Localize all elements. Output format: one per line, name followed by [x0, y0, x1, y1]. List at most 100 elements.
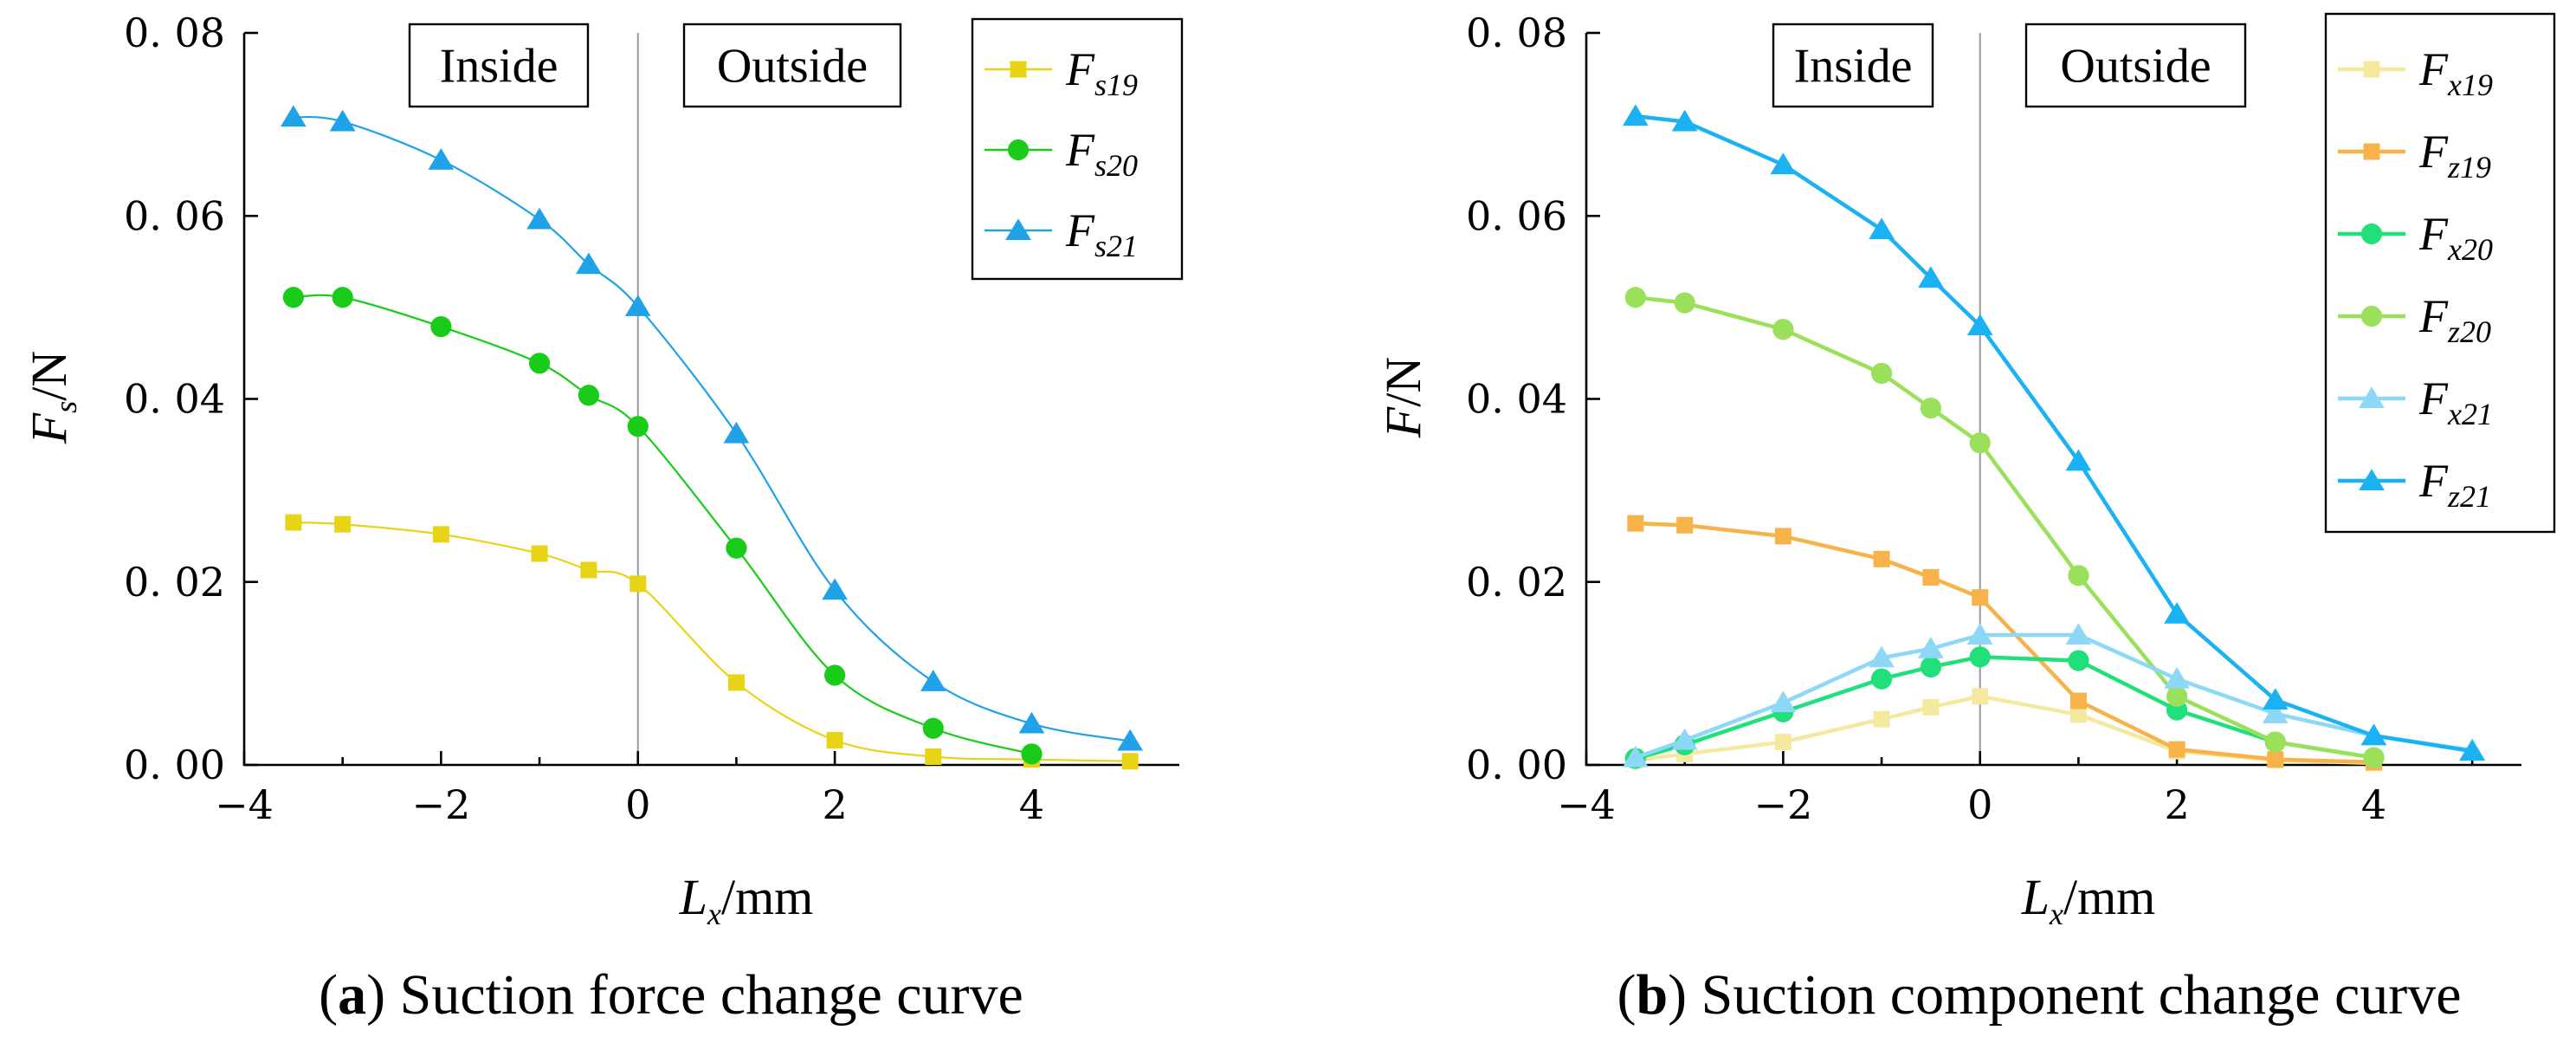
chart-a-point-s20	[922, 717, 944, 739]
chart-a-point-s21	[723, 421, 750, 444]
chart-a-point-s20	[578, 385, 599, 406]
chart-a-point-s21	[576, 252, 602, 275]
chart-b-point-x20	[1920, 656, 1941, 678]
chart-b-inside-box	[1772, 23, 1934, 108]
chart-b-point-x21	[1869, 645, 1895, 668]
chart-b: 0. 00 0. 02 0. 04 0. 06 0. 08 −4 −2 0 2 4 Inside Ou…	[1375, 10, 2556, 1027]
chart-b-point-x19	[1972, 688, 1989, 705]
chart-a-inside-box	[408, 23, 590, 108]
chart-b-y-tick-label: 0. 04	[1466, 376, 1567, 423]
chart-a-point-s21	[526, 207, 552, 230]
chart-a-line-s20	[293, 294, 1032, 755]
chart-b-point-x21	[1966, 623, 1993, 645]
chart-a-x-tick-label: −4	[215, 781, 274, 828]
chart-b-point-z21	[2262, 688, 2289, 710]
chart-a-point-s19	[727, 674, 745, 691]
chart-b-point-z20	[1624, 287, 1646, 308]
chart-a-point-s19	[925, 748, 942, 765]
chart-b-point-z19	[1627, 515, 1644, 532]
chart-a-point-s20	[282, 287, 304, 308]
chart-b-x-tick-label: 0	[1967, 781, 1992, 828]
chart-b-point-z21	[2459, 739, 2486, 761]
chart-b-x-tick-label: 2	[2164, 781, 2189, 828]
chart-a-legend-marker-s19	[1010, 61, 1027, 78]
chart-b-point-x21	[1671, 728, 1698, 750]
chart-a-x-tick-label: 2	[822, 781, 847, 828]
chart-b-line-z20	[1635, 295, 2374, 760]
chart-a-point-s19	[432, 526, 449, 543]
chart-b-point-z21	[1918, 266, 1944, 288]
chart-b-point-x19	[2069, 706, 2087, 723]
chart-a-x-tick-label: 4	[1019, 781, 1044, 828]
chart-a-y-axis-title: Fs/N	[21, 351, 83, 444]
chart-a-legend-marker-s21	[1005, 218, 1031, 240]
chart-b-legend-marker-x19	[2363, 61, 2380, 78]
chart-a-point-s21	[428, 148, 455, 170]
chart-b-point-z21	[2065, 449, 2092, 471]
chart-b-point-x19	[1873, 710, 1890, 728]
chart-a-point-s19	[285, 514, 302, 531]
chart-b-y-tick-label: 0. 00	[1466, 742, 1567, 788]
chart-b-series-z19	[1627, 515, 2382, 771]
chart-b-point-z21	[1770, 152, 1797, 175]
chart-a-series-s19	[285, 514, 1139, 770]
chart-a-point-s20	[332, 287, 353, 308]
chart-b-point-z19	[2168, 741, 2185, 758]
chart-a-point-s19	[531, 545, 548, 562]
chart-a-y-tick-label: 0. 06	[124, 192, 225, 239]
chart-a-x-tick-label: 0	[625, 781, 650, 828]
chart-a-point-s19	[580, 561, 597, 579]
chart-b-y-tick-label: 0. 06	[1466, 192, 1567, 239]
chart-a-caption: (a) Suction force change curve	[319, 963, 1023, 1027]
chart-b-point-z19	[1922, 568, 1940, 586]
chart-a-point-s19	[1121, 753, 1139, 770]
chart-a-point-s20	[627, 416, 649, 437]
chart-a-y-tick-label: 0. 00	[124, 742, 225, 788]
chart-b-legend-marker-x21	[2359, 386, 2385, 408]
chart-b-point-z19	[1774, 528, 1792, 545]
chart-b-caption: (b) Suction component change curve	[1617, 963, 2461, 1027]
chart-b-point-x21	[1622, 745, 1649, 768]
chart-b-point-z19	[1873, 550, 1890, 567]
chart-b-series-x21	[1622, 623, 2486, 768]
chart-b-y-tick-label: 0. 02	[1466, 559, 1567, 606]
chart-b-line-z19	[1635, 521, 2374, 765]
chart-b-legend-marker-z19	[2363, 143, 2380, 160]
chart-b-point-z20	[2363, 747, 2385, 768]
chart-b-point-x21	[2164, 666, 2190, 689]
chart-a-point-s21	[822, 578, 848, 600]
chart-b-point-z20	[1674, 292, 1695, 314]
chart-b-point-x20	[1870, 668, 1893, 690]
chart-a-outside-box	[682, 23, 902, 108]
chart-b-outside-box	[2024, 23, 2247, 108]
chart-b-point-z21	[1966, 314, 1993, 335]
chart-a-point-s19	[629, 575, 647, 593]
chart-a-x-tick-label: −2	[411, 781, 470, 828]
chart-a-inside-label: Inside	[440, 40, 558, 94]
chart-a-point-s21	[329, 109, 356, 132]
chart-b-point-z19	[2069, 692, 2087, 709]
chart-a-outside-label: Outside	[717, 40, 868, 94]
chart-a-x-axis-title: Lx/mm	[679, 869, 814, 931]
chart-a-point-s20	[430, 315, 452, 338]
chart-b-x-tick-label: −4	[1557, 781, 1616, 828]
chart-a-y-tick-label: 0. 04	[124, 376, 225, 423]
chart-b-point-z19	[2267, 751, 2284, 768]
chart-a-point-s21	[624, 295, 651, 316]
chart-b-point-z21	[1622, 104, 1649, 126]
chart-b-point-z20	[2264, 731, 2286, 753]
chart-a-legend-marker-s20	[1007, 139, 1030, 161]
chart-a-y-tick-label: 0. 02	[124, 559, 225, 606]
chart-b-series-z20	[1624, 287, 2385, 768]
chart-a: 0. 00 0. 02 0. 04 0. 06 0. 08 −4 −2 0 2 4 Inside Ou…	[21, 10, 1184, 1027]
chart-b-outside-label: Outside	[2060, 40, 2211, 94]
chart-b-point-x20	[1969, 646, 1991, 668]
chart-b-legend-box	[2324, 12, 2556, 534]
chart-a-point-s20	[824, 664, 846, 686]
chart-b-legend-marker-z20	[2360, 305, 2383, 327]
chart-a-point-s19	[334, 515, 352, 533]
chart-b-line-x21	[1635, 632, 2473, 760]
chart-b-point-x19	[1922, 698, 1940, 716]
chart-b-point-z19	[1972, 589, 1989, 606]
